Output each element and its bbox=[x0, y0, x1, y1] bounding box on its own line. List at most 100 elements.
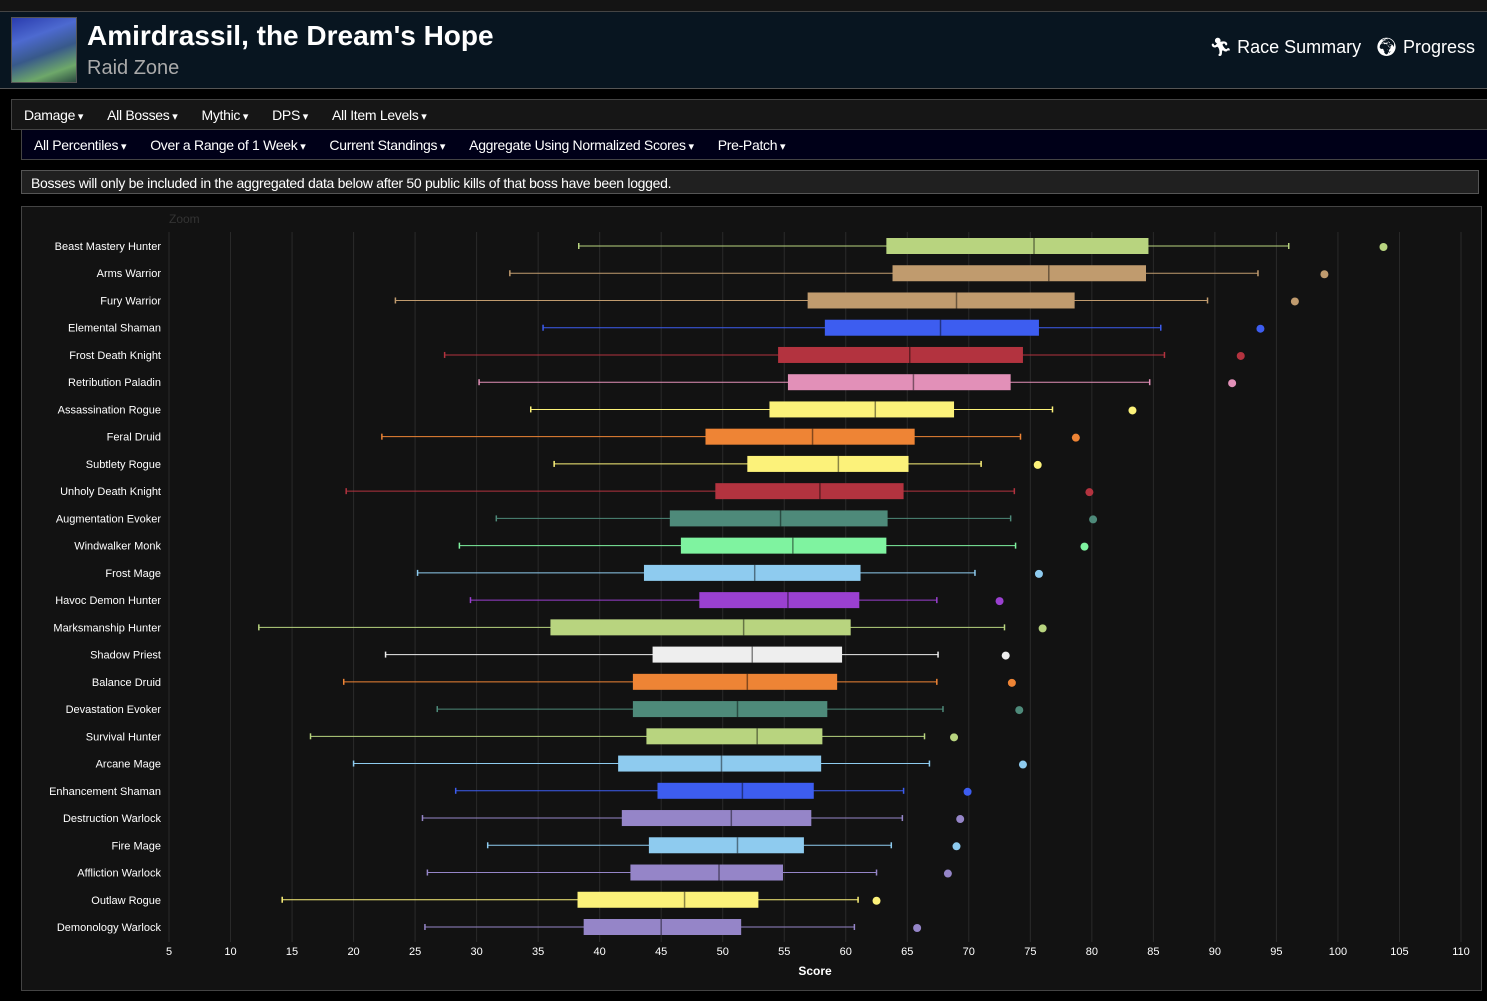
progress-label: Progress bbox=[1402, 37, 1475, 57]
box bbox=[632, 701, 828, 718]
category-label: Retribution Paladin bbox=[68, 377, 161, 389]
top-bar bbox=[0, 0, 1487, 12]
zone-header: Amirdrassil, the Dream's Hope Raid Zone … bbox=[0, 12, 1487, 89]
role-dropdown[interactable]: DPS bbox=[272, 107, 308, 123]
outlier-point bbox=[943, 869, 952, 878]
outlier-point bbox=[1085, 488, 1094, 497]
box bbox=[583, 919, 742, 935]
x-tick-label: 65 bbox=[901, 946, 913, 958]
patch-dropdown[interactable]: Pre-Patch bbox=[718, 137, 786, 153]
category-label: Shadow Priest bbox=[90, 650, 161, 662]
category-label: Assassination Rogue bbox=[58, 404, 161, 416]
box bbox=[886, 238, 1149, 254]
outlier-point bbox=[1038, 624, 1047, 633]
time-range-dropdown[interactable]: Over a Range of 1 Week bbox=[150, 137, 305, 153]
x-tick-label: 60 bbox=[840, 946, 852, 958]
zone-image bbox=[11, 17, 77, 83]
boss-dropdown[interactable]: All Bosses bbox=[107, 107, 177, 123]
box bbox=[550, 619, 851, 636]
notice-banner: Bosses will only be included in the aggr… bbox=[21, 170, 1479, 194]
x-tick-label: 90 bbox=[1209, 946, 1221, 958]
outlier-point bbox=[1228, 379, 1237, 388]
box bbox=[630, 864, 784, 881]
outlier-point bbox=[1256, 324, 1265, 333]
box bbox=[778, 346, 1023, 363]
category-label: Outlaw Rogue bbox=[91, 895, 161, 907]
outlier-point bbox=[872, 896, 881, 905]
box bbox=[643, 564, 861, 581]
primary-filter-bar: Damage All Bosses Mythic DPS All Item Le… bbox=[11, 99, 1487, 130]
outlier-point bbox=[1001, 651, 1010, 660]
box bbox=[715, 483, 904, 500]
outlier-point bbox=[963, 787, 972, 796]
x-tick-label: 85 bbox=[1147, 946, 1159, 958]
category-label: Marksmanship Hunter bbox=[53, 622, 161, 634]
box-plot-chart: Zoom 5 10 15 20 25 30 35 40 45 50 55 60 65 70 75 80 85 90 9… bbox=[21, 206, 1482, 991]
x-tick-label: 100 bbox=[1329, 946, 1347, 958]
category-label: Enhancement Shaman bbox=[49, 786, 161, 798]
x-tick-label: 10 bbox=[224, 946, 236, 958]
category-label: Survival Hunter bbox=[86, 731, 162, 743]
aggregate-dropdown[interactable]: Aggregate Using Normalized Scores bbox=[469, 137, 694, 153]
category-label: Frost Mage bbox=[105, 568, 161, 580]
box bbox=[892, 265, 1146, 282]
outlier-point bbox=[1290, 297, 1299, 306]
box bbox=[632, 673, 838, 690]
category-label: Augmentation Evoker bbox=[56, 513, 162, 525]
x-tick-label: 40 bbox=[594, 946, 606, 958]
box bbox=[680, 537, 887, 554]
category-label: Frost Death Knight bbox=[69, 350, 161, 362]
box bbox=[648, 837, 804, 854]
box bbox=[807, 292, 1075, 309]
box bbox=[769, 401, 955, 418]
outlier-point bbox=[952, 842, 961, 851]
x-tick-label: 25 bbox=[409, 946, 421, 958]
difficulty-dropdown[interactable]: Mythic bbox=[201, 107, 248, 123]
category-label: Unholy Death Knight bbox=[60, 486, 161, 498]
box bbox=[747, 455, 909, 472]
globe-icon: 🌍︎ bbox=[1375, 37, 1403, 57]
box bbox=[621, 810, 812, 827]
race-summary-label: Race Summary bbox=[1237, 37, 1362, 57]
outlier-point bbox=[1379, 243, 1388, 251]
runner-icon: 🏃︎ bbox=[1209, 37, 1238, 57]
x-tick-label: 50 bbox=[717, 946, 729, 958]
outlier-point bbox=[1320, 270, 1329, 279]
outlier-point bbox=[1128, 406, 1137, 415]
box bbox=[787, 374, 1011, 391]
x-tick-label: 75 bbox=[1024, 946, 1036, 958]
category-label: Destruction Warlock bbox=[63, 813, 162, 825]
item-level-dropdown[interactable]: All Item Levels bbox=[332, 107, 427, 123]
page-subtitle: Raid Zone bbox=[87, 57, 180, 79]
outlier-point bbox=[913, 924, 922, 932]
outlier-point bbox=[956, 815, 965, 824]
category-label: Subtlety Rogue bbox=[86, 459, 161, 471]
x-tick-label: 80 bbox=[1086, 946, 1098, 958]
box bbox=[577, 891, 759, 908]
metric-dropdown[interactable]: Damage bbox=[24, 107, 83, 123]
x-tick-label: 20 bbox=[347, 946, 359, 958]
outlier-point bbox=[1018, 760, 1027, 769]
chart-svg: Zoom 5 10 15 20 25 30 35 40 45 50 55 60 65 70 75 80 85 90 9… bbox=[49, 212, 1470, 978]
outlier-point bbox=[1033, 460, 1042, 469]
outlier-point bbox=[1034, 569, 1043, 578]
box bbox=[618, 755, 822, 772]
race-summary-link[interactable]: 🏃︎ Race Summary bbox=[1209, 37, 1361, 58]
x-tick-label: 5 bbox=[166, 946, 172, 958]
box bbox=[657, 782, 814, 799]
x-tick-label: 95 bbox=[1270, 946, 1282, 958]
category-label: Arcane Mage bbox=[96, 759, 161, 771]
category-label: Elemental Shaman bbox=[68, 323, 161, 335]
box bbox=[652, 646, 843, 663]
category-label: Arms Warrior bbox=[97, 268, 162, 280]
box bbox=[824, 319, 1039, 336]
box bbox=[669, 510, 888, 527]
category-label: Affliction Warlock bbox=[77, 868, 161, 880]
x-axis-title: Score bbox=[798, 964, 832, 978]
standings-dropdown[interactable]: Current Standings bbox=[329, 137, 445, 153]
percentile-dropdown[interactable]: All Percentiles bbox=[34, 137, 126, 153]
category-label: Fire Mage bbox=[111, 840, 161, 852]
category-label: Demonology Warlock bbox=[57, 922, 162, 934]
progress-link[interactable]: 🌍︎ Progress bbox=[1375, 37, 1475, 58]
secondary-filter-bar: All Percentiles Over a Range of 1 Week C… bbox=[21, 129, 1487, 160]
